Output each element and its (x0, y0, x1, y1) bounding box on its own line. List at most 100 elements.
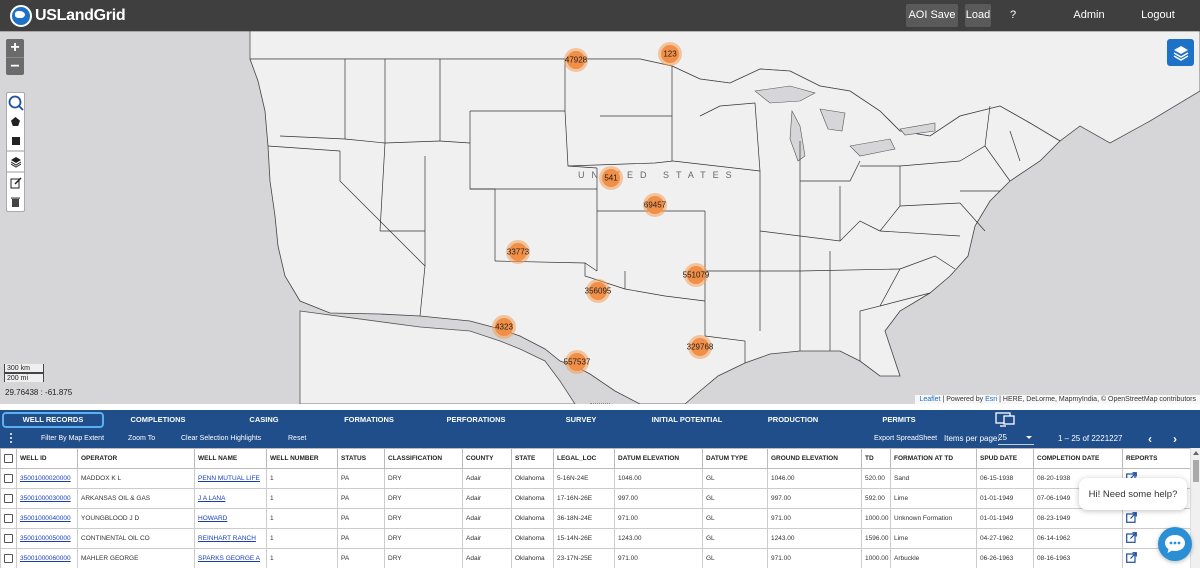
row-checkbox[interactable] (4, 534, 13, 543)
export-spreadsheet-button[interactable]: Export SpreadSheet (874, 435, 938, 442)
well-cluster-marker[interactable]: 541 (599, 166, 623, 190)
table-row[interactable]: 35001000020000 MADDOX K L PENN MUTUAL LIFE… (0, 468, 1191, 489)
monitor-icon[interactable] (995, 412, 1015, 428)
table-row[interactable]: 35001000030000 ARKANSAS OIL & GAS J A LANA… (0, 488, 1191, 509)
col-header[interactable]: STATUS (337, 448, 385, 469)
col-header[interactable]: OPERATOR (77, 448, 195, 469)
select-all-checkbox[interactable] (4, 454, 13, 463)
well-cluster-marker[interactable]: 551079 (683, 263, 709, 287)
row-select-cell[interactable] (0, 508, 17, 529)
tab-permits[interactable]: PERMITS (882, 415, 916, 424)
chat-launcher-button[interactable] (1158, 527, 1192, 561)
open-report-icon[interactable] (1126, 512, 1137, 523)
col-header[interactable]: WELL NUMBER (266, 448, 338, 469)
well-id-link[interactable]: 35001000020000 (20, 475, 71, 482)
polygon-draw-tool[interactable] (7, 112, 24, 131)
col-header[interactable]: REPORTS (1122, 448, 1191, 469)
col-header[interactable]: COMPLETION DATE (1033, 448, 1123, 469)
col-header[interactable]: WELL NAME (194, 448, 267, 469)
cell-well-name[interactable]: REINHART RANCH (194, 528, 267, 549)
cell-well-name[interactable]: PENN MUTUAL LIFE (194, 468, 267, 489)
well-cluster-marker[interactable]: 329768 (687, 335, 713, 359)
reset-button[interactable]: Reset (288, 435, 307, 442)
well-cluster-marker[interactable]: 356095 (585, 279, 611, 303)
basemap-layers-button[interactable] (1167, 39, 1194, 66)
well-name-link[interactable]: J A LANA (198, 495, 226, 502)
tab-initial-potential[interactable]: INITIAL POTENTIAL (651, 415, 723, 424)
open-report-icon[interactable] (1126, 532, 1137, 543)
well-id-link[interactable]: 35001000050000 (20, 535, 71, 542)
cell-well-id[interactable]: 35001000030000 (16, 488, 78, 509)
well-name-link[interactable]: REINHART RANCH (198, 535, 256, 542)
well-cluster-marker[interactable]: 47928 (564, 48, 588, 72)
cell-well-id[interactable]: 35001000040000 (16, 508, 78, 529)
row-checkbox[interactable] (4, 474, 13, 483)
well-id-link[interactable]: 35001000060000 (20, 555, 71, 562)
chat-greeting-bubble[interactable]: Hi! Need some help? (1079, 478, 1187, 510)
well-cluster-marker[interactable]: 4323 (492, 315, 516, 339)
col-header[interactable]: SPUD DATE (976, 448, 1034, 469)
col-header[interactable]: FORMATION AT TD (890, 448, 977, 469)
delete-tool[interactable] (7, 192, 24, 211)
app-logo[interactable]: USLandGrid (10, 5, 126, 27)
well-name-link[interactable]: HOWARD (198, 515, 228, 522)
well-cluster-marker[interactable]: 33773 (506, 240, 530, 264)
well-cluster-marker[interactable]: 557537 (564, 350, 590, 374)
map-view[interactable]: UNITED STATES 47928 123 541 69457 33773 … (0, 31, 1200, 404)
col-header[interactable]: GROUND ELEVATION (767, 448, 862, 469)
zoom-out-button[interactable]: − (6, 57, 24, 75)
aoi-save-as-button[interactable]: AOI Save As (906, 4, 958, 44)
well-cluster-marker[interactable]: 69457 (643, 193, 667, 217)
tab-survey[interactable]: SURVEY (565, 415, 597, 424)
cell-well-id[interactable]: 35001000060000 (16, 548, 78, 568)
row-checkbox[interactable] (4, 554, 13, 563)
well-id-link[interactable]: 35001000040000 (20, 515, 71, 522)
open-report-icon[interactable] (1126, 552, 1137, 563)
layers-tool[interactable] (7, 152, 24, 171)
well-name-link[interactable]: SPARKS GEORGE A (198, 555, 261, 562)
table-row[interactable]: 35001000040000 YOUNGBLOOD J D HOWARD 1 PA DRY… (0, 508, 1191, 529)
scroll-thumb[interactable] (1193, 460, 1199, 482)
col-header[interactable]: CLASSIFICATION (384, 448, 463, 469)
tab-perforations[interactable]: PERFORATIONS (446, 415, 506, 424)
row-checkbox[interactable] (4, 494, 13, 503)
cell-well-id[interactable]: 35001000050000 (16, 528, 78, 549)
esri-link[interactable]: Esri (985, 396, 998, 403)
clear-selection-highlights-button[interactable]: Clear Selection Highlights (181, 435, 262, 442)
row-select-cell[interactable] (0, 528, 17, 549)
resize-handle[interactable] (590, 403, 610, 404)
load-button[interactable]: Load (965, 4, 991, 27)
more-options-icon[interactable] (10, 433, 13, 445)
row-select-cell[interactable] (0, 488, 17, 509)
filter-by-map-extent-button[interactable]: Filter By Map Extent (41, 435, 105, 442)
tab-formations[interactable]: FORMATIONS (344, 415, 394, 424)
tab-completions[interactable]: COMPLETIONS (130, 415, 186, 424)
cell-well-name[interactable]: SPARKS GEORGE A (194, 548, 267, 568)
next-page-button[interactable]: › (1173, 432, 1177, 446)
zoom-in-button[interactable]: + (10, 39, 20, 56)
col-header[interactable]: DATUM TYPE (702, 448, 768, 469)
cell-well-id[interactable]: 35001000020000 (16, 468, 78, 489)
leaflet-link[interactable]: Leaflet (919, 396, 941, 403)
cell-well-name[interactable]: J A LANA (194, 488, 267, 509)
cell-reports[interactable] (1122, 508, 1191, 529)
table-row[interactable]: 35001000060000 MAHLER GEORGE SPARKS GEORGE… (0, 548, 1191, 568)
table-row[interactable]: 35001000050000 CONTINENTAL OIL CO REINHART… (0, 528, 1191, 549)
row-select-cell[interactable] (0, 548, 17, 568)
help-button[interactable]: ? (1009, 9, 1017, 21)
well-id-link[interactable]: 35001000030000 (20, 495, 71, 502)
tab-production[interactable]: PRODUCTION (767, 415, 819, 424)
col-header[interactable]: LEGAL_LOC (553, 448, 615, 469)
cell-well-name[interactable]: HOWARD (194, 508, 267, 529)
logout-link[interactable]: Logout (1141, 9, 1175, 21)
previous-page-button[interactable]: ‹ (1148, 432, 1152, 446)
tab-well-records[interactable]: WELL RECORDS (2, 412, 104, 428)
table-scrollbar[interactable] (1190, 448, 1200, 568)
admin-board-link[interactable]: Admin Board (1073, 9, 1105, 44)
scroll-up-arrow-icon[interactable] (1193, 451, 1199, 455)
row-select-cell[interactable] (0, 468, 17, 489)
select-all-cell[interactable] (0, 448, 17, 469)
row-checkbox[interactable] (4, 514, 13, 523)
zoom-to-button[interactable]: Zoom To (128, 435, 156, 442)
well-name-link[interactable]: PENN MUTUAL LIFE (198, 475, 260, 482)
